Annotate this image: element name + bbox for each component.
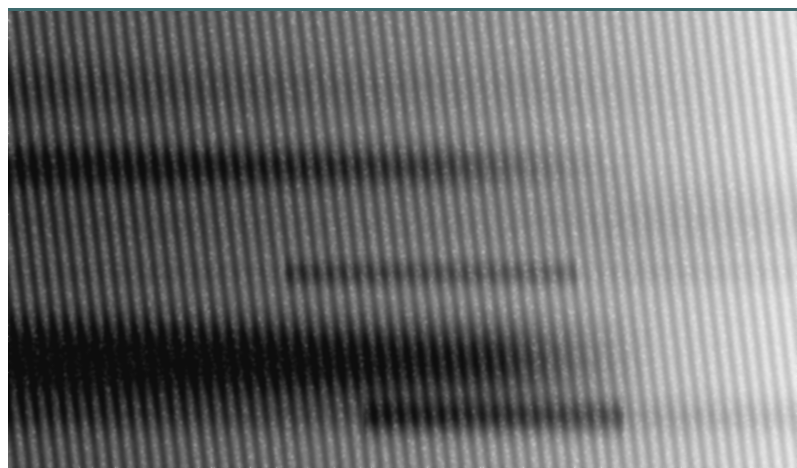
top-border-stripe <box>8 8 797 11</box>
spectrogram-canvas <box>8 11 797 468</box>
